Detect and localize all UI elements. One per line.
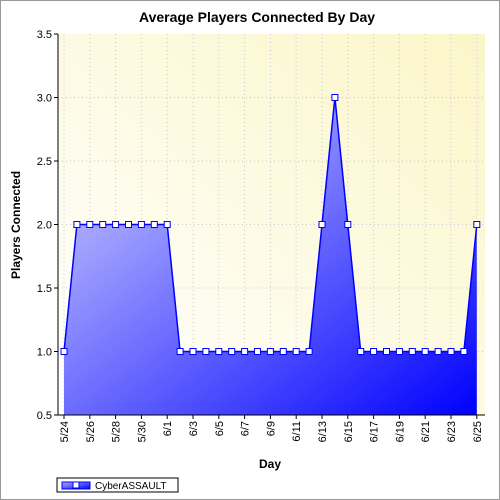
x-tick-label: 5/24	[59, 421, 71, 442]
data-point	[344, 221, 352, 228]
data-point	[266, 348, 274, 355]
x-tick-label: 5/30	[136, 421, 148, 442]
y-tick-label: 1.0	[37, 347, 52, 359]
data-point	[73, 221, 81, 228]
data-point	[447, 348, 455, 355]
data-point	[357, 348, 365, 355]
x-tick-label: 6/23	[446, 421, 458, 442]
x-tick-label: 6/3	[188, 421, 200, 436]
chart-title: Average Players Connected By Day	[139, 9, 375, 25]
data-point	[460, 348, 468, 355]
y-tick-label: 3.5	[37, 29, 52, 41]
x-tick-label: 6/13	[317, 421, 329, 442]
x-tick-label: 5/26	[85, 421, 97, 442]
data-point	[99, 221, 107, 228]
y-axis-title: Players Connected	[9, 171, 23, 279]
data-points	[60, 94, 481, 355]
data-point	[228, 348, 236, 355]
x-tick-label: 6/15	[343, 421, 355, 442]
legend-marker-icon	[72, 481, 80, 489]
x-tick-label: 6/1	[162, 421, 174, 436]
data-point	[305, 348, 313, 355]
data-point	[408, 348, 416, 355]
data-point	[163, 221, 171, 228]
data-point	[383, 348, 390, 355]
data-point	[86, 221, 94, 228]
data-point	[150, 221, 158, 228]
x-axis-title: Day	[259, 457, 281, 471]
x-axis-ticks: 5/24 5/26 5/28 5/30 6/1 6/3 6/5 6/7 6/9 6/11 6/13 6…	[59, 415, 484, 442]
data-point	[473, 221, 481, 228]
x-tick-label: 6/25	[472, 421, 484, 442]
data-point	[254, 348, 261, 355]
series-area	[64, 97, 477, 415]
data-point	[292, 348, 300, 355]
data-point	[125, 221, 132, 228]
data-point	[370, 348, 378, 355]
y-tick-label: 1.5	[37, 283, 52, 295]
data-point	[331, 94, 339, 101]
data-point	[395, 348, 403, 355]
data-point	[112, 221, 120, 228]
x-tick-label: 5/28	[111, 421, 123, 442]
data-point	[189, 348, 197, 355]
x-tick-label: 6/9	[265, 421, 277, 436]
data-point	[421, 348, 429, 355]
x-tick-label: 6/11	[291, 421, 303, 442]
y-axis-ticks: 0.5 1.0 1.5 2.0 2.5 3.0 3.5	[37, 29, 58, 422]
data-point	[241, 348, 249, 355]
y-tick-label: 3.0	[37, 93, 52, 105]
x-tick-label: 6/17	[369, 421, 381, 442]
y-tick-label: 2.0	[37, 220, 52, 232]
x-tick-label: 6/19	[394, 421, 406, 442]
y-tick-label: 2.5	[37, 156, 52, 168]
legend-label: CyberASSAULT	[95, 481, 167, 492]
data-point	[215, 348, 223, 355]
x-tick-label: 6/7	[240, 421, 252, 436]
legend: CyberASSAULT	[56, 477, 179, 493]
data-point	[137, 221, 145, 228]
data-point	[318, 221, 326, 228]
y-tick-label: 0.5	[37, 410, 52, 422]
data-point	[202, 348, 210, 355]
data-point	[279, 348, 287, 355]
data-point	[60, 348, 68, 355]
x-tick-label: 6/21	[420, 421, 432, 442]
x-tick-label: 6/5	[214, 421, 226, 436]
data-point	[176, 348, 184, 355]
data-point	[434, 348, 442, 355]
